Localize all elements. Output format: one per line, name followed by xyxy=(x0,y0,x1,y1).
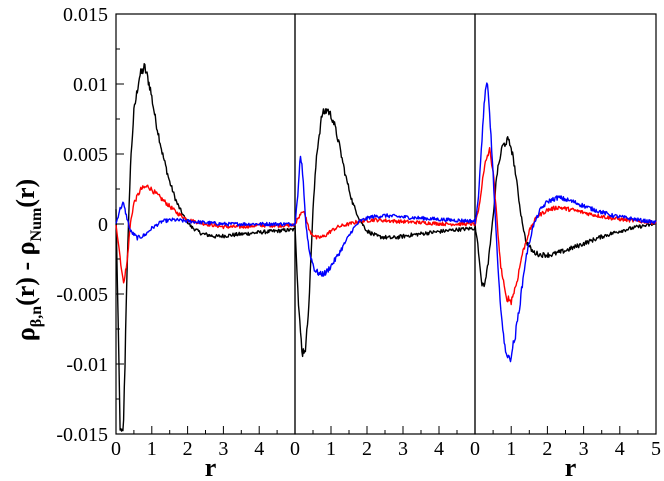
x-tick-label: 3 xyxy=(398,438,408,460)
x-tick-label: 5 xyxy=(651,438,661,460)
series-line-3-3 xyxy=(474,82,657,363)
x-tick-label: 1 xyxy=(506,438,516,460)
series-line-3-2 xyxy=(474,147,657,306)
series-line-1-3 xyxy=(115,201,296,241)
x-axis-label: r xyxy=(205,453,217,481)
series-line-1-1 xyxy=(115,63,296,432)
x-tick-label: 4 xyxy=(615,438,625,460)
y-tick-label: -0.005 xyxy=(56,284,108,306)
x-tick-label: 4 xyxy=(434,438,444,460)
x-tick-label: 0 xyxy=(470,438,480,460)
y-tick-label: 0.005 xyxy=(63,144,108,166)
series-line-2-2 xyxy=(294,210,476,240)
x-tick-label: 4 xyxy=(254,438,264,460)
y-axis-label: ρβ,n(r) - ρNum(r) xyxy=(11,179,45,341)
y-tick-label: -0.015 xyxy=(56,424,108,446)
series-line-2-1 xyxy=(294,108,476,358)
y-tick-label: 0.015 xyxy=(63,4,108,26)
x-tick-label: 2 xyxy=(542,438,552,460)
panel-frame-3 xyxy=(474,13,657,435)
x-tick-label: 3 xyxy=(218,438,228,460)
x-axis-label: r xyxy=(565,453,577,481)
ticks-layer: -0.015 -0.01 -0.005 0 0.005 0.01 0.015 0 1 2 3 4 r 0 1… xyxy=(56,4,661,481)
x-tick-label: 2 xyxy=(362,438,372,460)
x-tick-label: 2 xyxy=(183,438,193,460)
x-tick-label: 1 xyxy=(326,438,336,460)
series-line-2-3 xyxy=(294,155,476,277)
x-tick-label: 3 xyxy=(579,438,589,460)
y-tick-label: 0 xyxy=(98,214,108,236)
series-line-3-1 xyxy=(474,136,657,288)
x-tick-label: 0 xyxy=(111,438,121,460)
y-tick-label: -0.01 xyxy=(66,354,108,376)
series-layer xyxy=(115,63,657,432)
x-tick-label: 1 xyxy=(147,438,157,460)
x-tick-label: 0 xyxy=(290,438,300,460)
y-tick-label: 0.01 xyxy=(73,74,108,96)
